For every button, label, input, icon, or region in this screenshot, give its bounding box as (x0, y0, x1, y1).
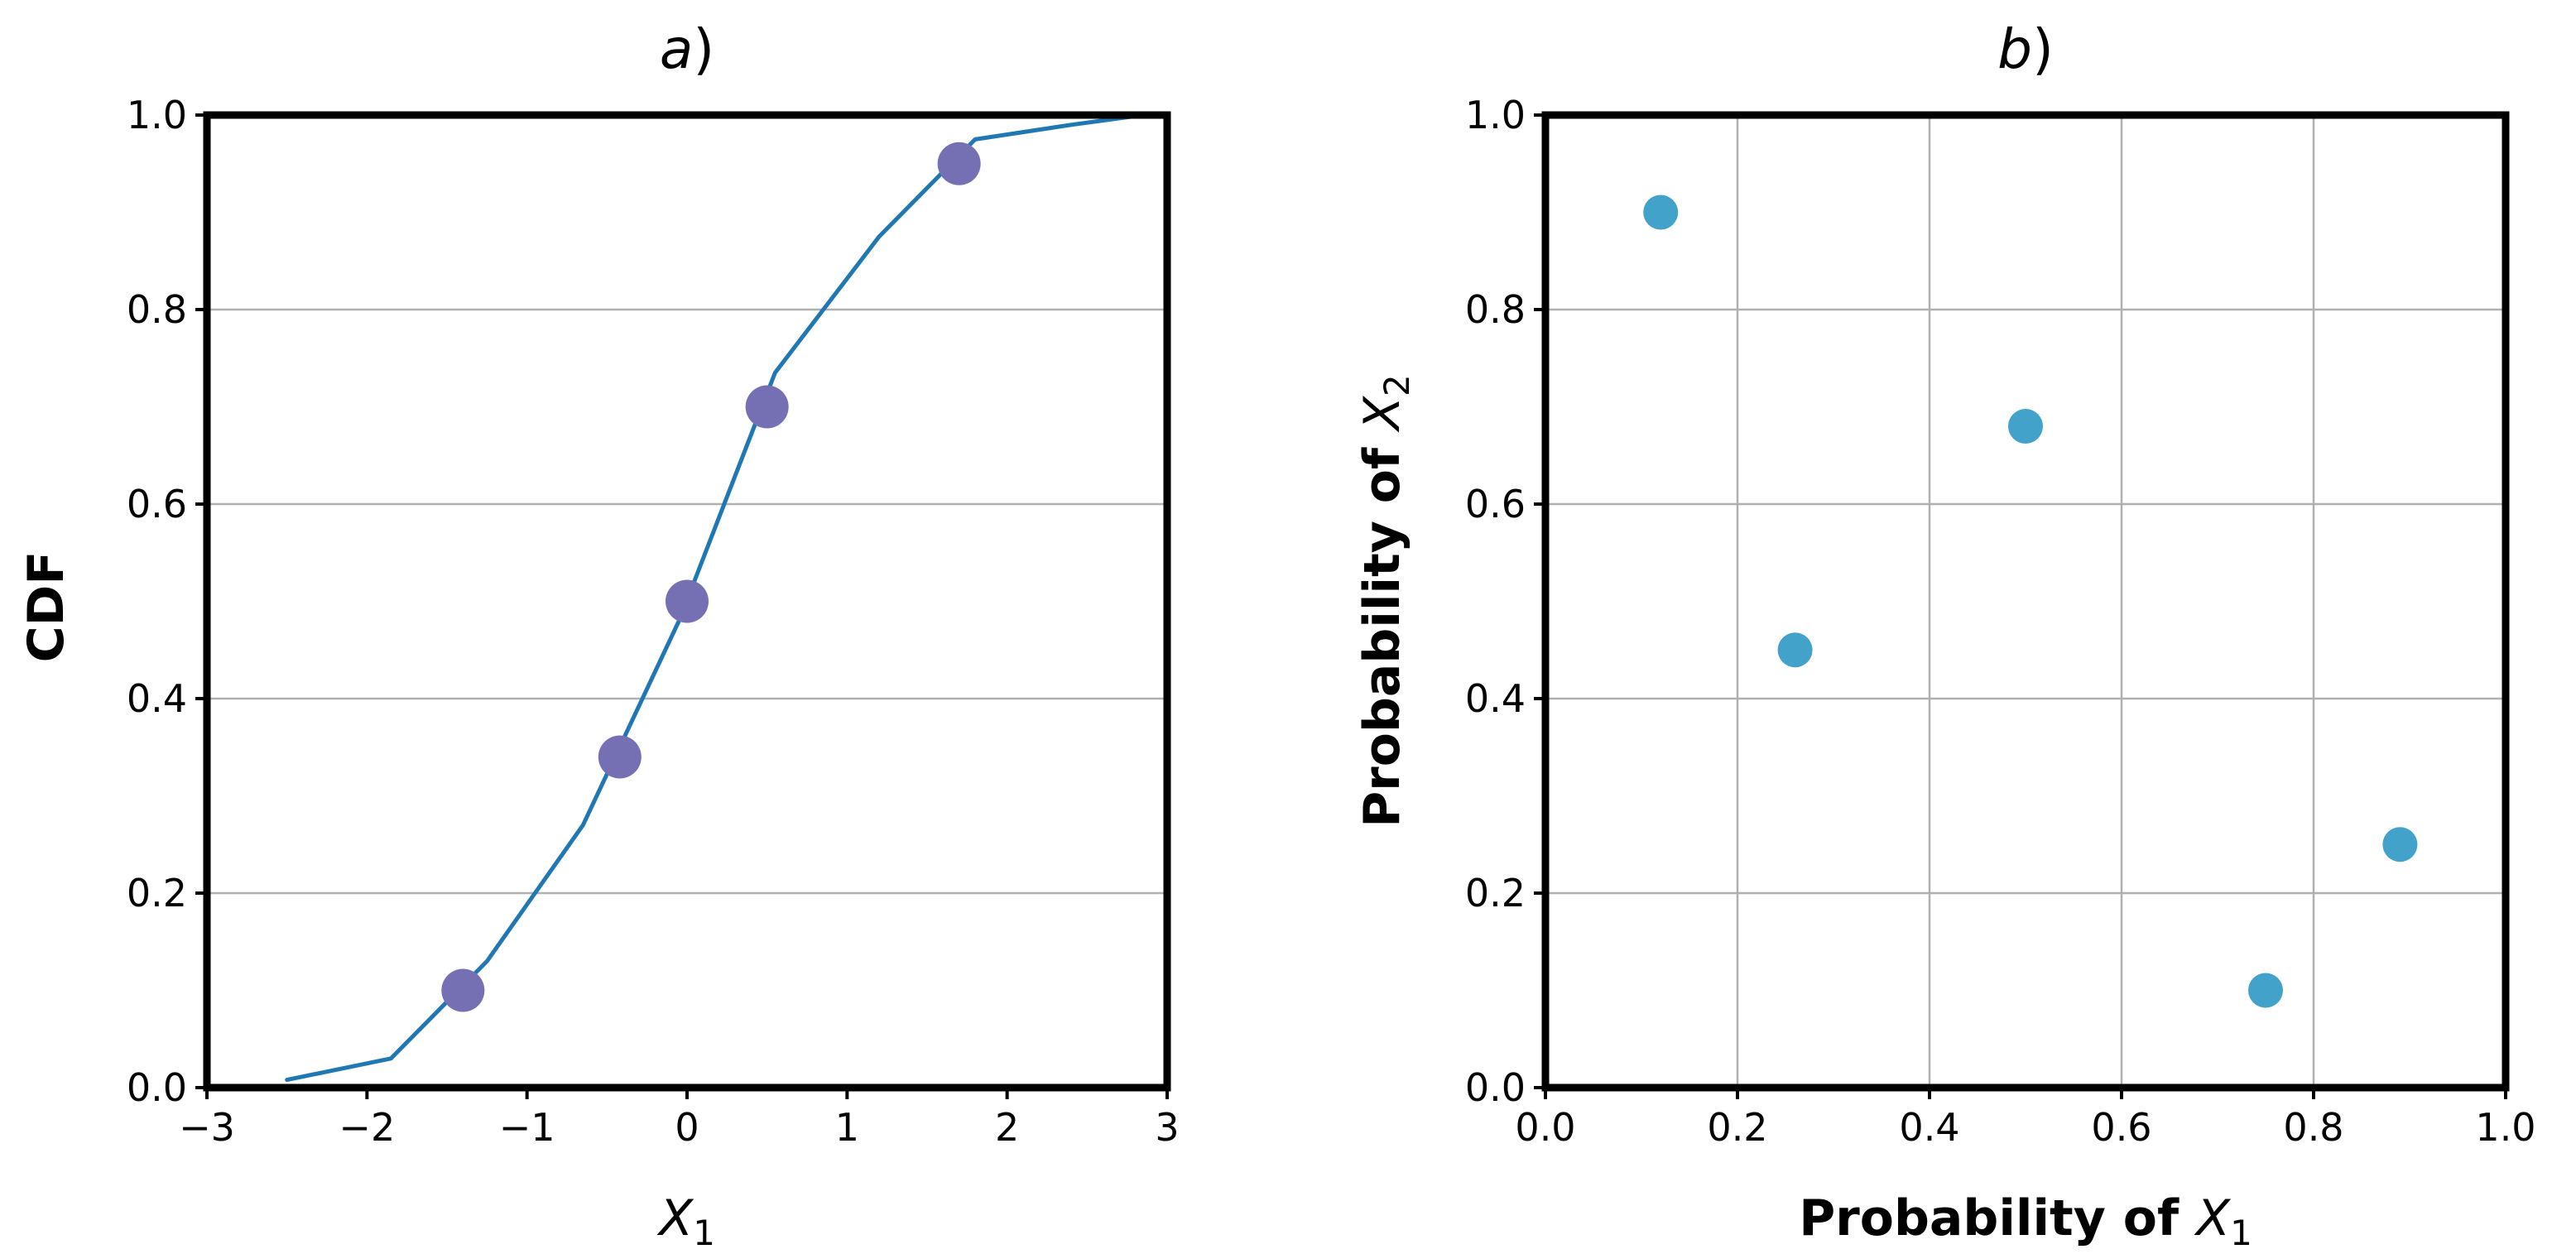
panel-b-xlabel-text: Probability of (1799, 1189, 2196, 1247)
panel-b-xtick-label-3: 0.6 (2091, 1105, 2151, 1150)
panel-b-xtick-label-1: 0.2 (1707, 1105, 1767, 1150)
panel-b-point-0 (1643, 195, 1679, 230)
panel-a-xtick-label-4: 1 (835, 1105, 859, 1150)
panel-a-xtick-label-2: −1 (499, 1105, 555, 1150)
panel-b-frame (1541, 111, 2510, 1092)
panel-a-ylabel: CDF (17, 551, 75, 663)
panel-b-point-1 (1777, 632, 1813, 668)
panel-b-ytick-label-4: 0.8 (1465, 287, 1526, 332)
panel-b-ylabel: Probability of X2 (1353, 374, 1417, 828)
panel-b-ylabel-sub: 2 (1377, 374, 1417, 396)
panel-a-ticks: −3 −2 −1 0 1 2 3 0.0 0.2 0.4 0.6 0.8 1.0 (127, 93, 1180, 1150)
panel-b-ytick-label-0: 0.0 (1465, 1065, 1526, 1110)
panel-b-xtick-label-0: 0.0 (1515, 1105, 1575, 1150)
panel-b-xtick-label-4: 0.8 (2283, 1105, 2343, 1150)
panel-a-xtick-label-1: −2 (339, 1105, 395, 1150)
panel-b: 0.0 0.2 0.4 0.6 0.8 1.00.00.20.40.60.81.0 b) … (1353, 17, 2536, 1253)
panel-b-xtick-label-2: 0.4 (1899, 1105, 1959, 1150)
panel-b-title-letter: b (1997, 17, 2032, 81)
panel-a-xtick-label-5: 2 (995, 1105, 1019, 1150)
panel-a-ytick-label-1: 0.2 (127, 871, 187, 915)
panel-b-xtick-label-5: 1.0 (2475, 1105, 2535, 1150)
panel-a-point-2 (666, 579, 709, 623)
panel-b-grid (1544, 113, 2507, 1089)
panel-a: −3 −2 −1 0 1 2 30.00.20.40.60.81.0 a) X1 CDF (17, 17, 1180, 1253)
panel-a-xlabel: X1 (656, 1189, 715, 1253)
panel-b-ytick-label-3: 0.6 (1465, 482, 1526, 526)
panel-b-ytick-label-2: 0.4 (1465, 676, 1526, 721)
panel-a-ytick-label-0: 0.0 (127, 1065, 187, 1110)
panel-a-ytick-label-3: 0.6 (127, 482, 187, 526)
panel-a-xlabel-var: X (656, 1189, 694, 1247)
panel-a-title-paren: ) (693, 17, 714, 81)
panel-b-point-2 (2008, 409, 2043, 444)
panel-b-xlabel-sub: 1 (2230, 1213, 2252, 1253)
panel-a-xtick-label-3: 0 (675, 1105, 699, 1150)
panel-b-ylabel-text: Probability of (1353, 430, 1411, 828)
panel-a-xlabel-sub: 1 (693, 1213, 715, 1253)
panel-a-ytick-label-2: 0.4 (127, 676, 187, 721)
panel-a-title: a) (660, 17, 714, 81)
panel-a-point-3 (745, 385, 789, 429)
panel-a-series-0-line (285, 113, 1146, 1083)
panel-a-xtick-label-0: −3 (179, 1105, 235, 1150)
panel-b-ytick-label-1: 0.2 (1465, 871, 1526, 915)
panel-a-point-0 (441, 968, 485, 1012)
panel-b-series (1643, 195, 2418, 1008)
panel-a-ytick-label-5: 1.0 (127, 93, 187, 137)
panel-b-point-3 (2248, 973, 2283, 1008)
panel-b-title-paren: ) (2032, 17, 2054, 81)
panel-b-point-4 (2382, 827, 2418, 862)
panel-a-point-1 (598, 735, 642, 779)
panel-a-series (285, 113, 1146, 1083)
panel-b-ylabel-var: X (1353, 395, 1411, 433)
panel-a-ytick-label-4: 0.8 (127, 287, 187, 332)
panel-b-title: b) (1997, 17, 2054, 81)
panel-a-title-letter: a (660, 17, 693, 81)
panel-b-xlabel: Probability of X1 (1799, 1189, 2252, 1253)
panel-a-point-4 (937, 142, 981, 185)
panel-b-ytick-label-5: 1.0 (1465, 93, 1526, 137)
panel-b-xlabel-var: X (2194, 1189, 2232, 1247)
panel-a-xtick-label-6: 3 (1155, 1105, 1179, 1150)
panel-b-ticks: 0.0 0.2 0.4 0.6 0.8 1.0 0.0 0.2 0.4 0.6 0.8 1.0 (1465, 93, 2536, 1150)
